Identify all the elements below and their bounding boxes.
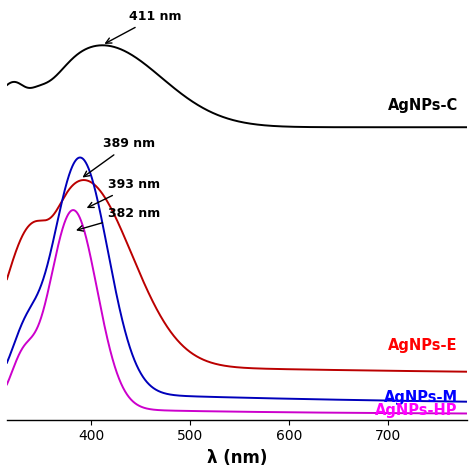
Text: AgNPs-C: AgNPs-C [388, 98, 458, 113]
X-axis label: λ (nm): λ (nm) [207, 449, 267, 467]
Text: AgNPs-HP: AgNPs-HP [375, 403, 458, 418]
Text: AgNPs-M: AgNPs-M [384, 391, 458, 405]
Text: 389 nm: 389 nm [84, 137, 155, 177]
Text: AgNPs-E: AgNPs-E [388, 338, 458, 354]
Text: 382 nm: 382 nm [77, 207, 160, 231]
Text: 411 nm: 411 nm [106, 10, 181, 43]
Text: 393 nm: 393 nm [88, 179, 160, 208]
